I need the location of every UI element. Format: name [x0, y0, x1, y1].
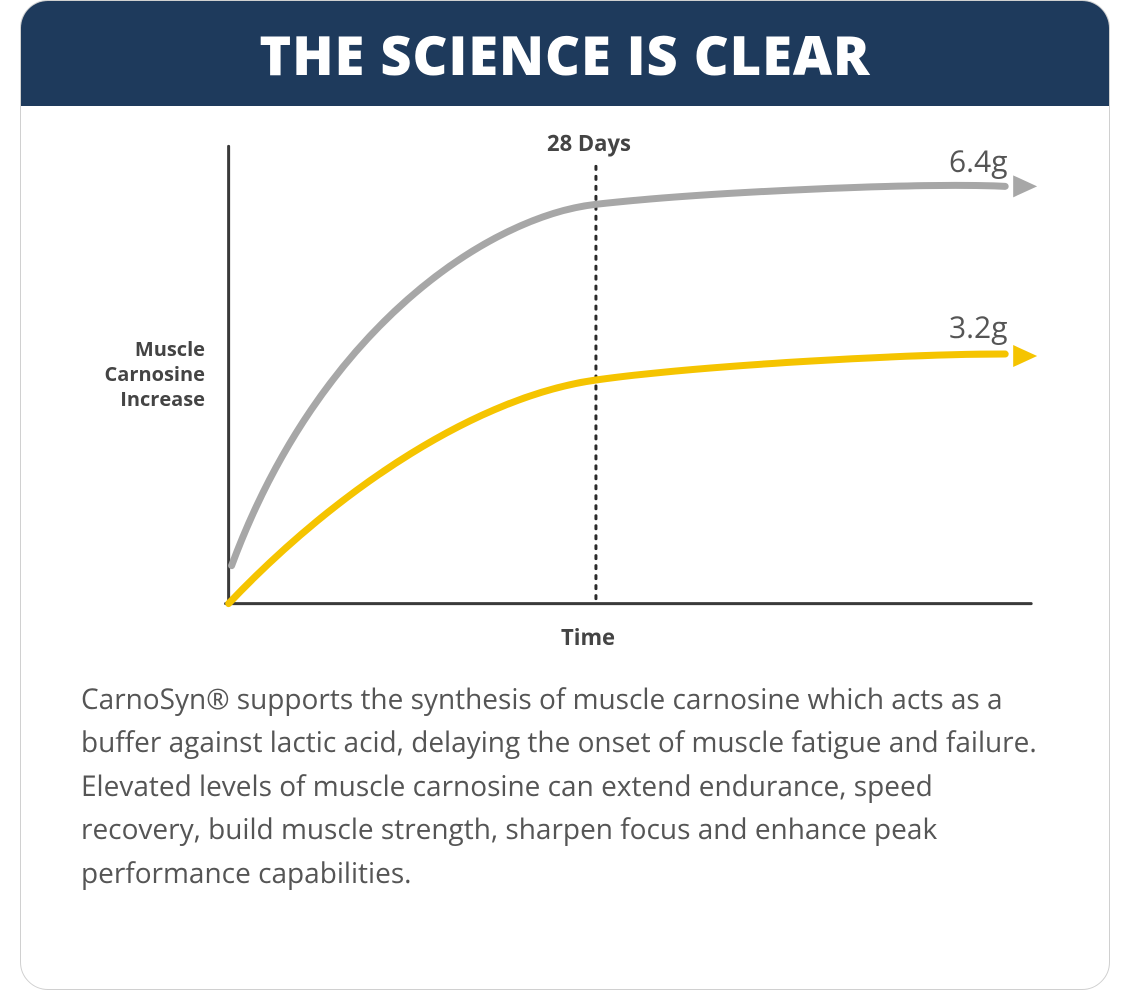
series-label-1: 3.2g: [949, 306, 1007, 347]
y-axis-label: Muscle Carnosine Increase: [75, 336, 205, 411]
series-arrow-1: [1013, 345, 1037, 367]
header-title: THE SCIENCE IS CLEAR: [259, 17, 870, 91]
x-axis-label: Time: [561, 622, 615, 652]
series-group: [229, 175, 1038, 603]
marker-label: 28 Days: [547, 128, 631, 158]
series-label-0: 6.4g: [949, 140, 1007, 181]
series-line-1: [229, 354, 1006, 604]
card-header: THE SCIENCE IS CLEAR: [21, 1, 1109, 106]
chart-area: Muscle Carnosine Increase Time 28 Days 6…: [21, 106, 1109, 646]
info-card: THE SCIENCE IS CLEAR Muscle Carnosine In…: [20, 0, 1110, 990]
body-text: CarnoSyn® supports the synthesis of musc…: [21, 646, 1109, 895]
series-arrow-0: [1013, 175, 1037, 197]
